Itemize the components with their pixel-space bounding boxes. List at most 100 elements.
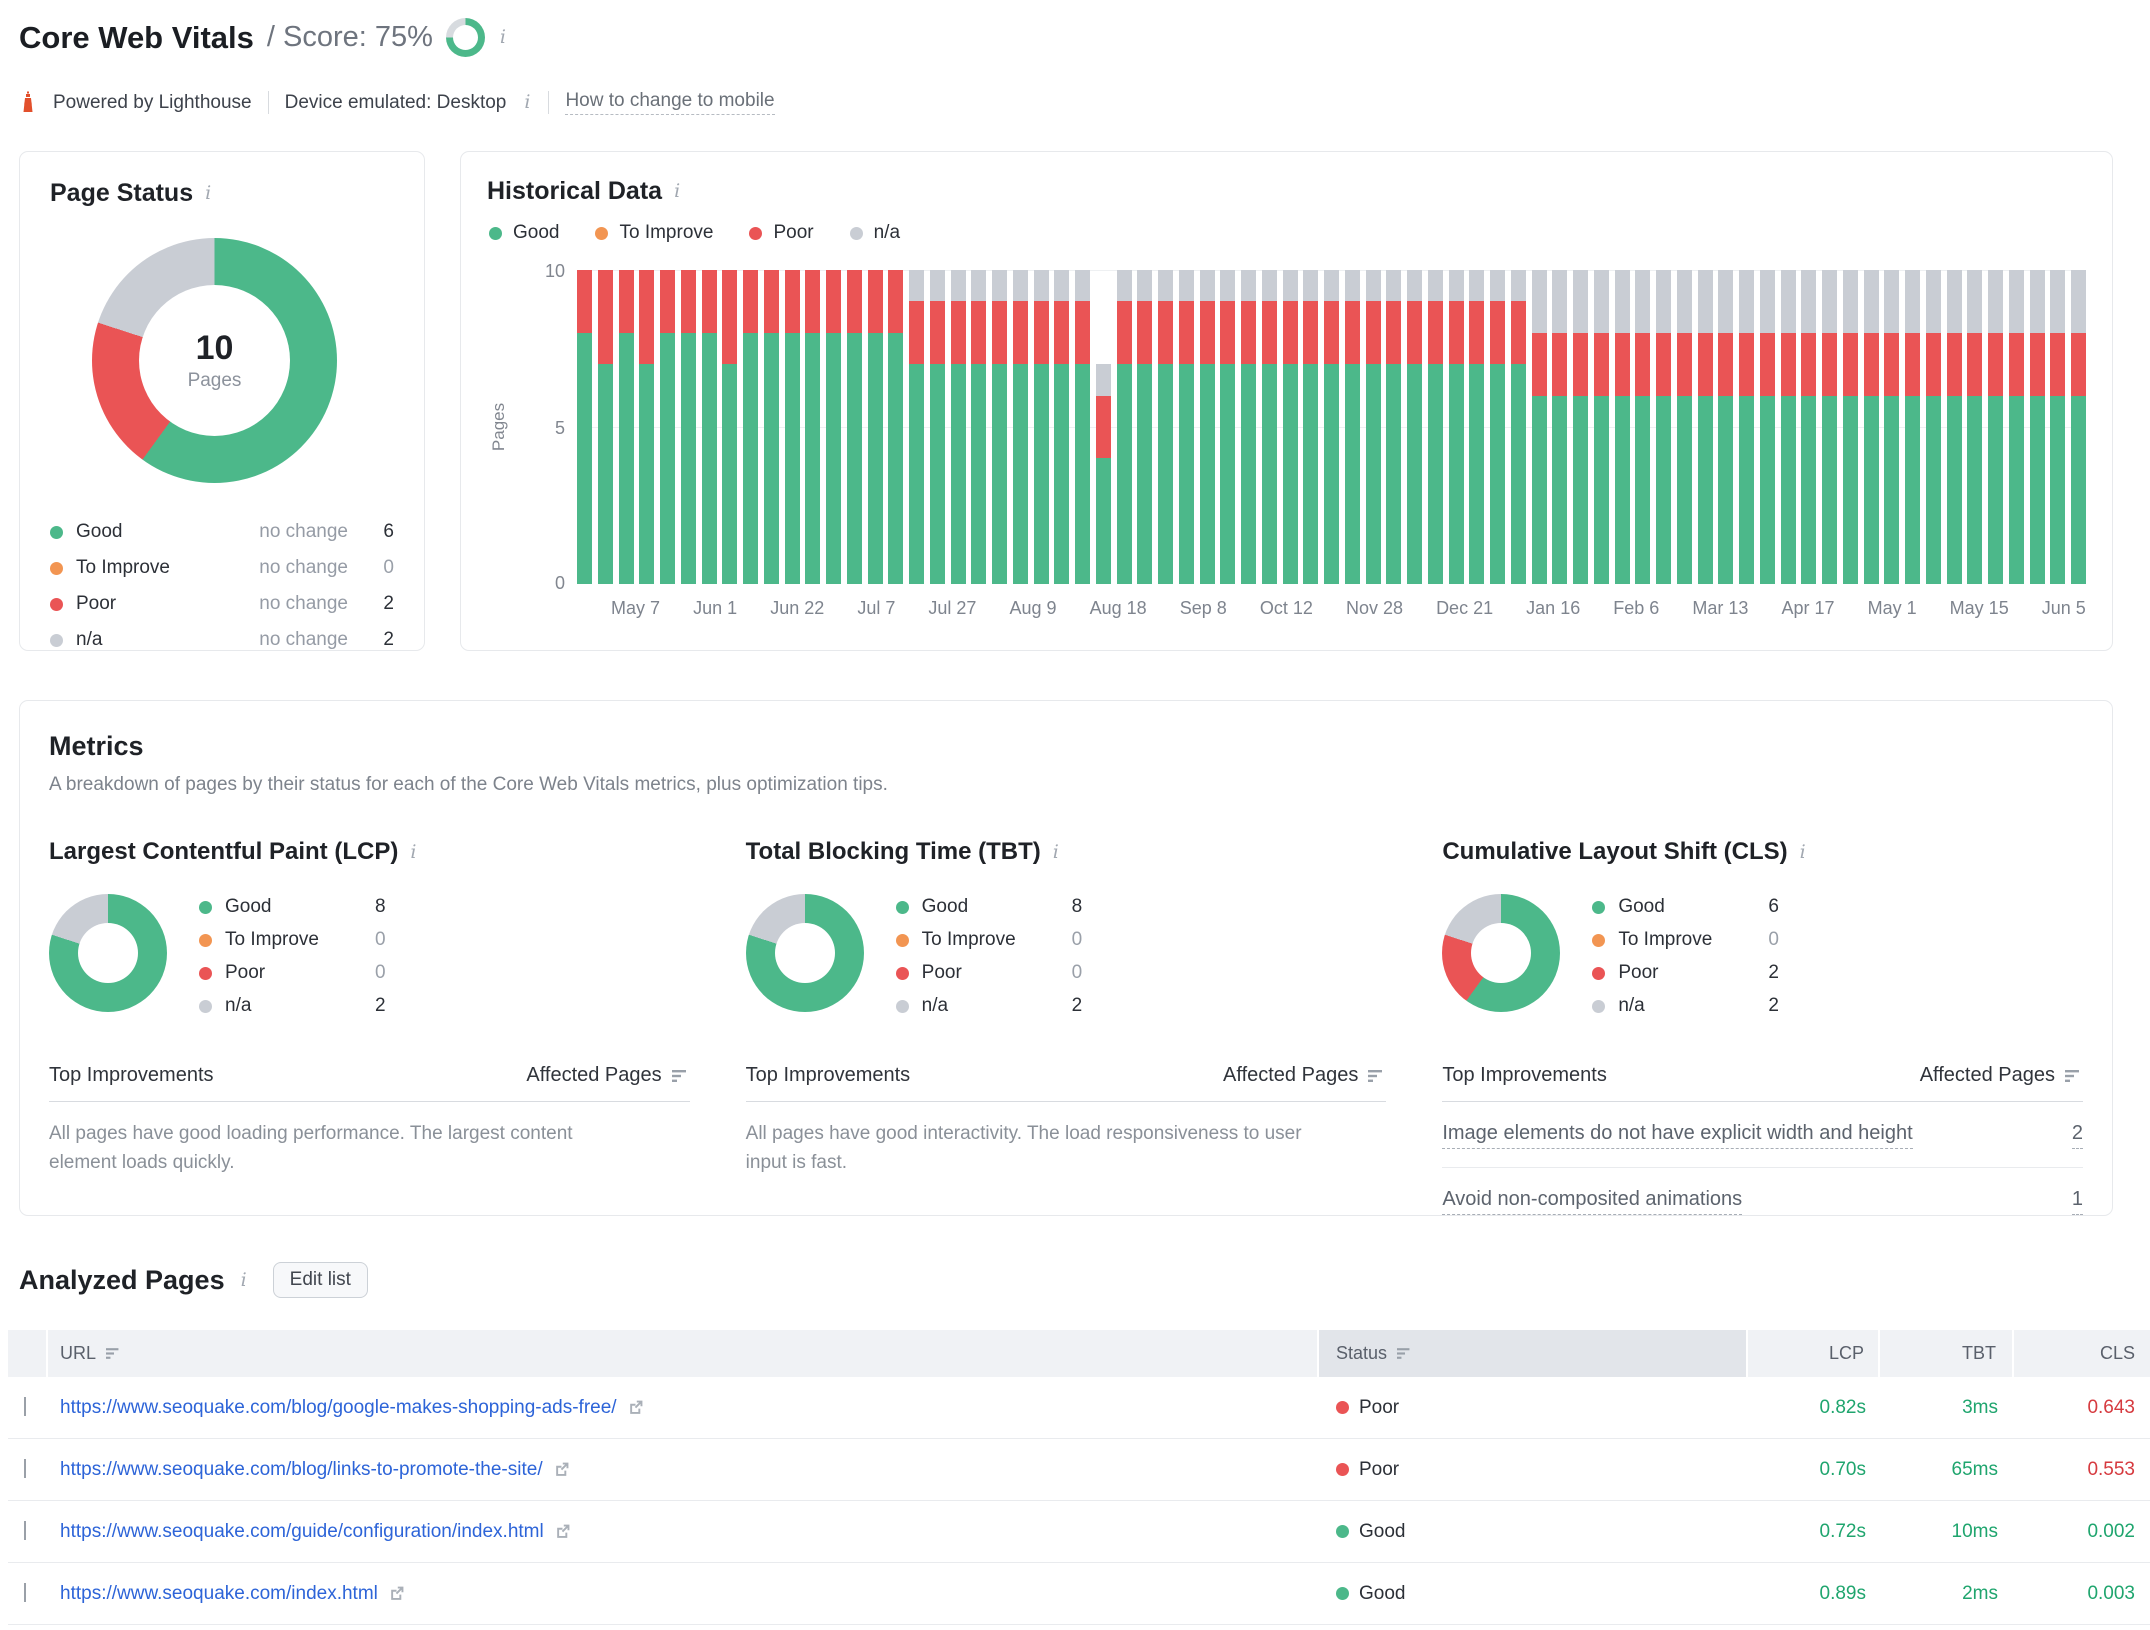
- legend-count: 2: [1071, 995, 1083, 1016]
- historical-bar: [826, 270, 841, 584]
- historical-bar: [1593, 270, 1609, 584]
- page-status-title: Page Status: [50, 179, 194, 207]
- x-tick: Jun 5: [2041, 598, 2086, 618]
- legend-label: Good: [1618, 896, 1665, 917]
- sort-icon: [671, 1069, 686, 1082]
- info-icon[interactable]: i: [499, 26, 506, 48]
- external-link-icon[interactable]: [627, 1399, 644, 1416]
- historical-bar: [701, 270, 717, 584]
- historical-bar: [1448, 270, 1464, 584]
- x-tick: Jul 7: [857, 598, 896, 618]
- tbt-column-header[interactable]: TBT: [1880, 1330, 2014, 1377]
- analyzed-pages-title: Analyzed Pages: [19, 1264, 225, 1295]
- legend-count: 0: [1768, 929, 1779, 950]
- page-url-link[interactable]: https://www.seoquake.com/index.html: [60, 1582, 378, 1604]
- na-dot-icon: [199, 999, 212, 1013]
- historical-bar: [1095, 364, 1111, 584]
- cls-value: 0.003: [2087, 1582, 2135, 1604]
- legend-item-poor[interactable]: Poor: [749, 222, 814, 244]
- improvement-link[interactable]: Avoid non-composited animations: [1442, 1188, 1743, 1215]
- affected-pages-count[interactable]: 2: [2071, 1122, 2083, 1149]
- to-improve-dot-icon: [1592, 933, 1606, 947]
- poor-dot-icon: [1592, 966, 1606, 980]
- affected-pages-header: Affected Pages: [1919, 1064, 2055, 1086]
- sort-icon: [1368, 1069, 1383, 1082]
- status-column-header[interactable]: Status: [1319, 1330, 1748, 1377]
- page-status-total: 10: [195, 329, 234, 367]
- info-icon[interactable]: i: [1052, 840, 1059, 863]
- legend-change: no change: [259, 521, 348, 542]
- x-axis-labels: May 7 Jun 1 Jun 22 Jul 7 Jul 27 Aug 9 Au…: [577, 598, 2086, 619]
- cls-column-header[interactable]: CLS: [2014, 1330, 2150, 1377]
- historical-bar: [1510, 270, 1526, 584]
- table-row: https://www.seoquake.com/blog/google-mak…: [8, 1377, 2150, 1439]
- historical-bar: [1780, 270, 1796, 584]
- lighthouse-icon: [23, 91, 33, 112]
- top-improvements-header: Top Improvements: [49, 1064, 214, 1086]
- x-tick: Apr 17: [1781, 598, 1835, 618]
- historical-bar: [1407, 270, 1422, 584]
- good-dot-icon: [1336, 1525, 1349, 1538]
- tbt-title: Total Blocking Time (TBT): [745, 838, 1041, 865]
- historical-bar: [2008, 270, 2024, 584]
- page-url-link[interactable]: https://www.seoquake.com/blog/google-mak…: [60, 1396, 617, 1418]
- affected-pages-sort[interactable]: Affected Pages: [1223, 1064, 1386, 1087]
- info-icon[interactable]: i: [674, 180, 681, 202]
- improvement-link[interactable]: Image elements do not have explicit widt…: [1442, 1122, 1913, 1149]
- info-icon[interactable]: i: [240, 1268, 247, 1291]
- x-tick: Nov 28: [1345, 598, 1403, 618]
- legend-item-to-improve[interactable]: To Improve: [595, 222, 713, 244]
- historical-bar: [929, 270, 945, 584]
- lcp-donut-chart: [49, 894, 167, 1012]
- x-tick: May 15: [1949, 598, 2009, 618]
- legend-item-na[interactable]: n/a: [849, 222, 900, 244]
- lcp-column-header[interactable]: LCP: [1748, 1330, 1880, 1377]
- tbt-value: 3ms: [1962, 1396, 1998, 1418]
- metrics-subtitle: A breakdown of pages by their status for…: [49, 774, 888, 795]
- legend-row-na: n/a no change 2: [50, 629, 394, 651]
- table-row: https://www.seoquake.com/guide/configura…: [8, 1501, 2150, 1563]
- column-label: URL: [60, 1343, 97, 1363]
- legend-count: 2: [383, 593, 394, 614]
- page-url-link[interactable]: https://www.seoquake.com/guide/configura…: [60, 1520, 544, 1542]
- info-icon[interactable]: i: [410, 840, 417, 863]
- affected-pages-sort[interactable]: Affected Pages: [1920, 1064, 2083, 1087]
- affected-pages-count[interactable]: 1: [2071, 1188, 2083, 1215]
- affected-pages-sort[interactable]: Affected Pages: [526, 1064, 689, 1087]
- external-link-icon[interactable]: [554, 1523, 571, 1540]
- historical-bar: [971, 270, 987, 584]
- x-tick: Aug 18: [1089, 598, 1147, 618]
- expand-chevron-icon[interactable]: [24, 1582, 26, 1602]
- historical-bar: [743, 270, 758, 584]
- info-icon[interactable]: i: [205, 182, 212, 204]
- change-to-mobile-link[interactable]: How to change to mobile: [565, 90, 775, 115]
- x-tick: Feb 6: [1613, 598, 1660, 618]
- edit-list-button[interactable]: Edit list: [272, 1262, 368, 1298]
- column-label: CLS: [2099, 1343, 2135, 1363]
- historical-bar: [1656, 270, 1671, 584]
- poor-dot-icon: [895, 966, 909, 980]
- historical-bar: [950, 270, 966, 584]
- y-axis-label: Pages: [489, 402, 508, 452]
- info-icon[interactable]: i: [524, 91, 531, 113]
- to-improve-dot-icon: [199, 933, 212, 947]
- historical-bar: [1925, 270, 1941, 584]
- url-column-header[interactable]: URL: [48, 1330, 1319, 1377]
- x-tick: Oct 12: [1259, 598, 1313, 618]
- x-tick: May 7: [611, 598, 661, 618]
- expand-chevron-icon[interactable]: [24, 1396, 26, 1416]
- historical-bar: [1012, 270, 1028, 584]
- status-label: Poor: [1359, 1396, 1400, 1418]
- external-link-icon[interactable]: [553, 1461, 570, 1478]
- legend-label: n/a: [921, 995, 949, 1016]
- expand-chevron-icon[interactable]: [24, 1520, 26, 1540]
- page-status-donut-chart: 10 Pages: [92, 238, 337, 483]
- tbt-value: 2ms: [1962, 1582, 1998, 1604]
- table-row: https://www.seoquake.com/index.html Good…: [8, 1563, 2150, 1625]
- page-url-link[interactable]: https://www.seoquake.com/blog/links-to-p…: [60, 1458, 543, 1480]
- info-icon[interactable]: i: [1799, 840, 1806, 863]
- expand-chevron-icon[interactable]: [24, 1458, 26, 1478]
- legend-item-good[interactable]: Good: [489, 222, 559, 244]
- historical-bar: [992, 270, 1007, 584]
- external-link-icon[interactable]: [388, 1585, 405, 1602]
